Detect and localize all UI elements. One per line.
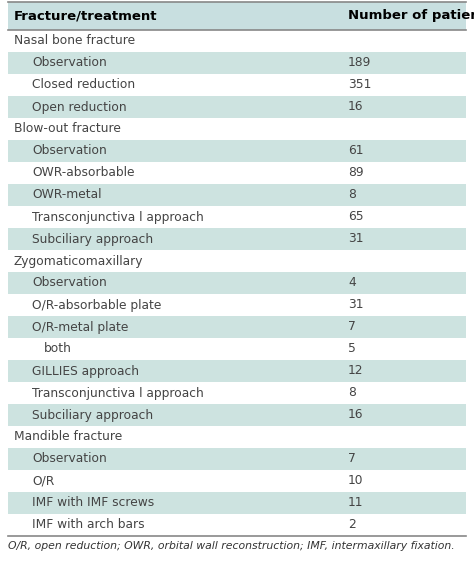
Text: IMF with IMF screws: IMF with IMF screws (32, 496, 154, 509)
Text: 31: 31 (348, 298, 364, 311)
Text: Transconjunctiva l approach: Transconjunctiva l approach (32, 210, 204, 223)
Text: Fracture/treatment: Fracture/treatment (14, 10, 157, 23)
Text: 61: 61 (348, 144, 364, 157)
Bar (8, 316, 466, 338)
Text: both: both (44, 342, 72, 355)
Text: Subciliary approach: Subciliary approach (32, 408, 153, 421)
Text: Transconjunctiva l approach: Transconjunctiva l approach (32, 386, 204, 399)
Bar (8, 448, 466, 470)
Text: O/R-metal plate: O/R-metal plate (32, 320, 128, 333)
Bar (8, 162, 466, 184)
Bar (8, 30, 466, 52)
Bar (8, 118, 466, 140)
Text: Zygomaticomaxillary: Zygomaticomaxillary (14, 254, 144, 267)
Text: O/R, open reduction; OWR, orbital wall reconstruction; IMF, intermaxillary fixat: O/R, open reduction; OWR, orbital wall r… (8, 541, 455, 551)
Bar (8, 184, 466, 206)
Bar (8, 250, 466, 272)
Bar (8, 2, 466, 30)
Bar (8, 360, 466, 382)
Bar (8, 492, 466, 514)
Text: 351: 351 (348, 78, 371, 91)
Text: GILLIES approach: GILLIES approach (32, 364, 139, 377)
Bar (8, 140, 466, 162)
Bar (8, 294, 466, 316)
Text: 89: 89 (348, 166, 364, 179)
Text: 5: 5 (348, 342, 356, 355)
Bar (8, 96, 466, 118)
Text: 31: 31 (348, 232, 364, 245)
Bar (8, 338, 466, 360)
Text: 8: 8 (348, 386, 356, 399)
Text: Open reduction: Open reduction (32, 100, 127, 113)
Bar (8, 470, 466, 492)
Text: O/R-absorbable plate: O/R-absorbable plate (32, 298, 161, 311)
Text: Observation: Observation (32, 144, 107, 157)
Text: 11: 11 (348, 496, 364, 509)
Text: 10: 10 (348, 474, 364, 487)
Text: Nasal bone fracture: Nasal bone fracture (14, 34, 135, 47)
Text: OWR-absorbable: OWR-absorbable (32, 166, 135, 179)
Text: 8: 8 (348, 188, 356, 201)
Bar (8, 514, 466, 536)
Text: 7: 7 (348, 452, 356, 465)
Bar (8, 206, 466, 228)
Text: Blow-out fracture: Blow-out fracture (14, 122, 121, 135)
Bar (8, 426, 466, 448)
Text: Mandible fracture: Mandible fracture (14, 430, 122, 443)
Text: IMF with arch bars: IMF with arch bars (32, 518, 145, 531)
Text: Closed reduction: Closed reduction (32, 78, 135, 91)
Text: 65: 65 (348, 210, 364, 223)
Bar (8, 52, 466, 74)
Text: 189: 189 (348, 56, 371, 69)
Text: 16: 16 (348, 408, 364, 421)
Text: 16: 16 (348, 100, 364, 113)
Bar (8, 272, 466, 294)
Bar (8, 228, 466, 250)
Text: 12: 12 (348, 364, 364, 377)
Bar (8, 74, 466, 96)
Text: 4: 4 (348, 276, 356, 289)
Text: 2: 2 (348, 518, 356, 531)
Text: 7: 7 (348, 320, 356, 333)
Text: Subciliary approach: Subciliary approach (32, 232, 153, 245)
Text: O/R: O/R (32, 474, 54, 487)
Bar (8, 404, 466, 426)
Text: Observation: Observation (32, 276, 107, 289)
Bar (8, 382, 466, 404)
Text: OWR-metal: OWR-metal (32, 188, 101, 201)
Text: Observation: Observation (32, 56, 107, 69)
Text: Number of patients: Number of patients (348, 10, 474, 23)
Text: Observation: Observation (32, 452, 107, 465)
